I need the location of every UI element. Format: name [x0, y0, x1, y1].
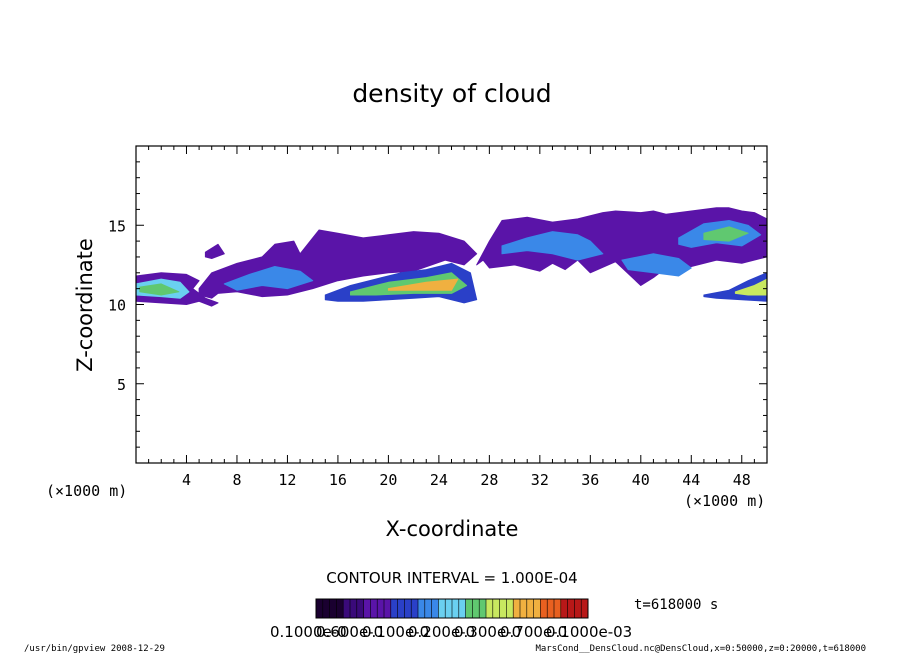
- colorbar-segment: [492, 599, 500, 618]
- colorbar: [315, 598, 589, 619]
- cloud-patch-8: [476, 207, 767, 286]
- colorbar-segment: [540, 599, 548, 618]
- chart-title: density of cloud: [352, 79, 551, 108]
- colorbar-segment: [567, 599, 575, 618]
- x-tick-label: 48: [733, 471, 751, 489]
- colorbar-frame: [315, 598, 589, 619]
- colorbar-segment: [560, 599, 568, 618]
- x-axis-ticks: 4 8 12 16 20 24 28 32 36 40 44 48: [148, 146, 755, 489]
- colorbar-segment: [506, 599, 514, 618]
- x-tick-label: 4: [182, 471, 191, 489]
- x-tick-label: 24: [430, 471, 448, 489]
- cloud-patch-4: [223, 266, 314, 291]
- y-axis-label: Z-coordinate: [73, 238, 97, 372]
- colorbar-segment: [533, 599, 541, 618]
- colorbar-segment: [445, 599, 453, 618]
- colorbar-label: 0.100e-0: [362, 623, 429, 641]
- x-axis-unit-right: (×1000 m): [684, 492, 765, 510]
- colorbar-segment: [336, 599, 344, 618]
- time-label: t=618000 s: [634, 597, 718, 613]
- colorbar-segment: [377, 599, 385, 618]
- colorbar-segment: [418, 599, 426, 618]
- colorbar-segment: [486, 599, 494, 618]
- colorbar-segment: [384, 599, 392, 618]
- x-tick-label: 20: [379, 471, 397, 489]
- y-tick-label: 5: [117, 376, 126, 394]
- colorbar-segment: [574, 599, 582, 618]
- colorbar-segment: [329, 599, 337, 618]
- footer-left: /usr/bin/gpview 2008-12-29: [24, 644, 165, 654]
- colorbar-segment: [431, 599, 439, 618]
- colorbar-segment: [356, 599, 364, 618]
- cloud-patch-11: [703, 226, 749, 242]
- colorbar-segment: [350, 599, 358, 618]
- x-tick-label: 44: [682, 471, 700, 489]
- colorbar-segment: [397, 599, 405, 618]
- colorbar-segment: [322, 599, 330, 618]
- colorbar-segment: [452, 599, 460, 618]
- cloud-patch-15: [204, 243, 225, 259]
- y-tick-label: 15: [108, 217, 126, 235]
- x-tick-label: 8: [232, 471, 241, 489]
- colorbar-label: 0.700e-0: [500, 623, 567, 641]
- colorbar-segment: [404, 599, 412, 618]
- x-tick-label: 36: [581, 471, 599, 489]
- cloud-density-field: [136, 207, 767, 307]
- cloud-patch-7: [387, 278, 459, 291]
- footer-right: MarsCond__DensCloud.nc@DensCloud,x=0:500…: [535, 644, 866, 654]
- x-axis-label: X-coordinate: [386, 517, 519, 541]
- colorbar-segment: [581, 599, 589, 618]
- contour-interval-label: CONTOUR INTERVAL = 1.000E-04: [326, 569, 577, 587]
- colorbar-segment: [458, 599, 466, 618]
- colorbar-labels: 0.1000e-00.600e-00.100e-00.200e-00.300e-…: [270, 623, 632, 641]
- colorbar-segment: [370, 599, 378, 618]
- colorbar-segment: [554, 599, 562, 618]
- cloud-patch-2: [139, 283, 180, 296]
- colorbar-segment: [526, 599, 534, 618]
- y-tick-label: 10: [108, 297, 126, 315]
- colorbar-segment: [479, 599, 487, 618]
- x-tick-label: 32: [531, 471, 549, 489]
- x-tick-label: 40: [632, 471, 650, 489]
- colorbar-segment: [465, 599, 473, 618]
- colorbar-segment: [390, 599, 398, 618]
- colorbar-label: 0.1000e-03: [546, 623, 632, 641]
- colorbar-segment: [438, 599, 446, 618]
- cloud-patch-14: [734, 278, 767, 296]
- colorbar-label: 0.600e-0: [316, 623, 383, 641]
- x-tick-label: 28: [480, 471, 498, 489]
- cloud-patch-9: [501, 231, 604, 261]
- colorbar-segment: [499, 599, 507, 618]
- colorbar-segment: [411, 599, 419, 618]
- colorbar-label: 0.300e-0: [454, 623, 521, 641]
- colorbar-segment: [547, 599, 555, 618]
- colorbar-segment: [343, 599, 351, 618]
- x-tick-label: 12: [278, 471, 296, 489]
- colorbar-segment: [513, 599, 521, 618]
- plot-frame: [135, 145, 768, 464]
- y-axis-ticks: 5 10 15: [108, 161, 767, 448]
- colorbar-segment: [316, 599, 324, 618]
- colorbar-segment: [520, 599, 528, 618]
- colorbar-label: 0.1000e-0: [270, 623, 347, 641]
- colorbar-segment: [424, 599, 432, 618]
- x-axis-unit-left: (×1000 m): [46, 482, 127, 500]
- cloud-patch-12: [621, 253, 692, 277]
- colorbar-segment: [363, 599, 371, 618]
- colorbar-label: 0.200e-0: [408, 623, 475, 641]
- colorbar-segment: [472, 599, 480, 618]
- x-tick-label: 16: [329, 471, 347, 489]
